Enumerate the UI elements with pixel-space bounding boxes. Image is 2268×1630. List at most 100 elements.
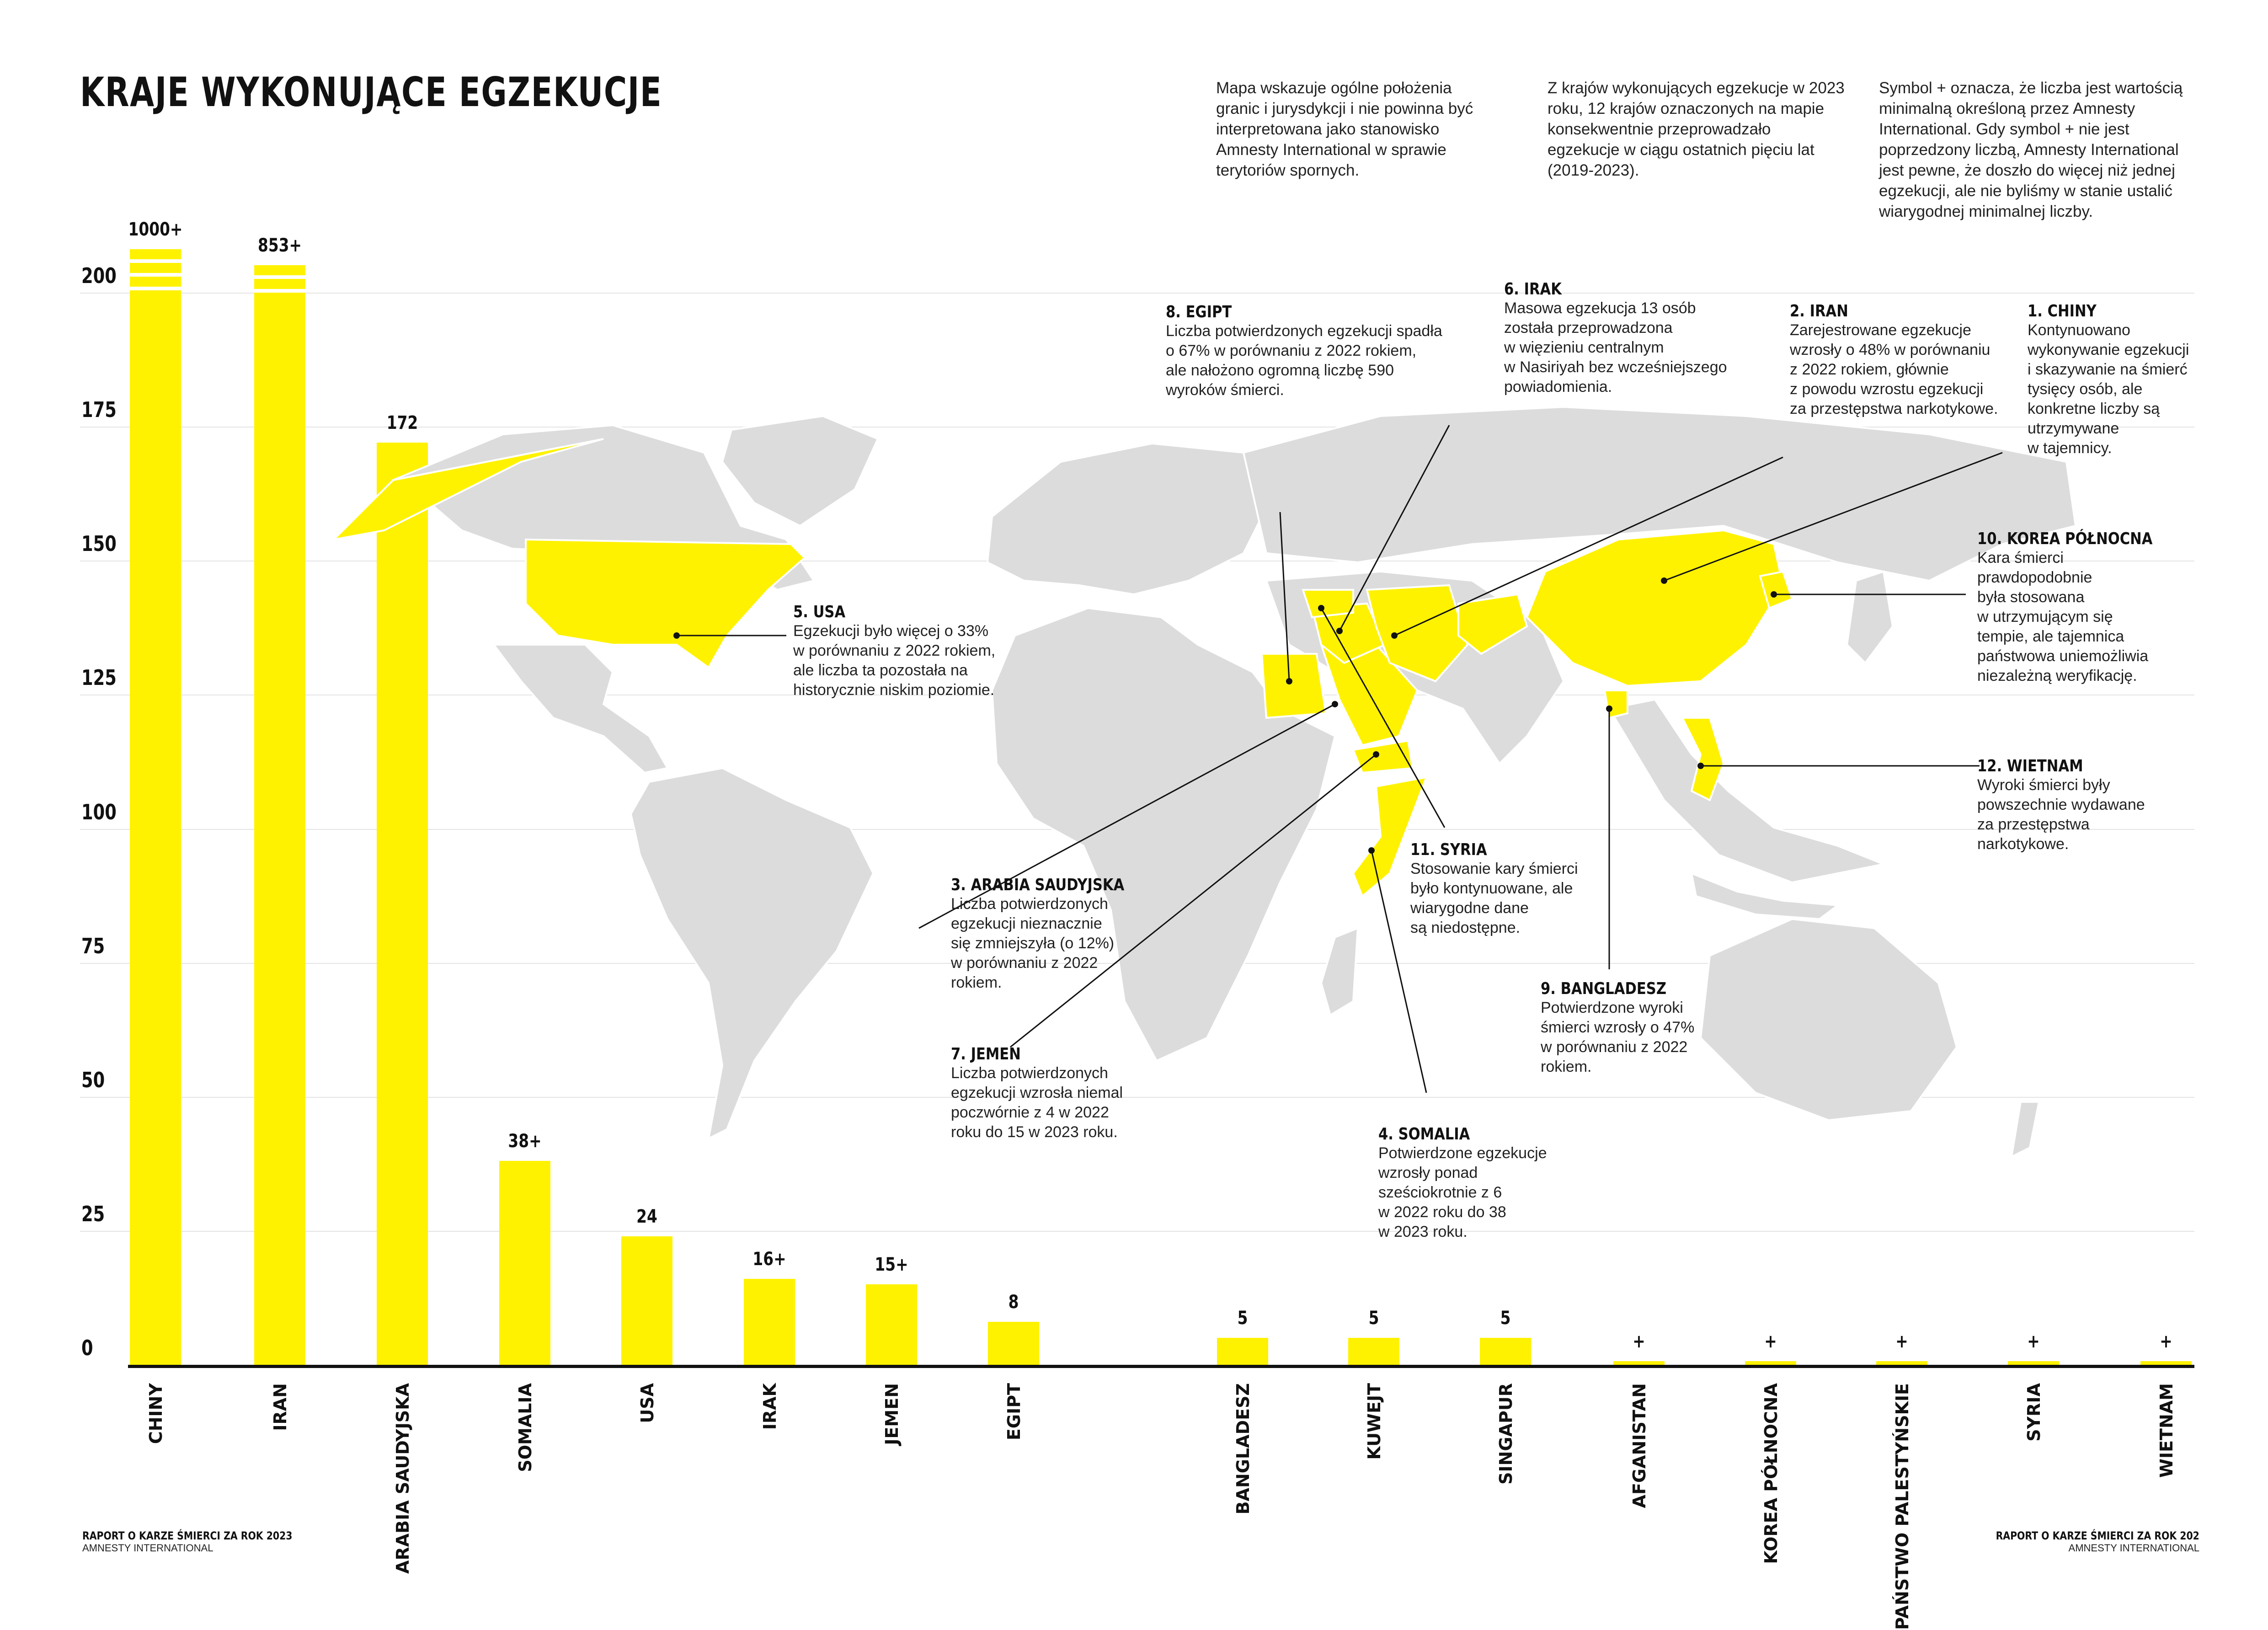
- axis-break-line: [254, 275, 305, 279]
- y-tick-label: 50: [81, 1067, 105, 1092]
- annotation-north-korea: 10. KOREA PÓŁNOCNA Kara śmierci prawdopo…: [1977, 529, 2215, 686]
- bar-kuwejt: [1348, 1338, 1399, 1365]
- consistent-executors-note: Z krajów wykonujących egzekucje w 2023 r…: [1548, 79, 1845, 179]
- dot-iraq: [1336, 628, 1343, 634]
- y-tick-label: 150: [81, 531, 117, 556]
- bar-value-label: 172: [386, 412, 418, 434]
- annotation-china-text: Kontynuowano wykonywanie egzekucji i ska…: [2028, 321, 2189, 457]
- map-vietnam: [1681, 717, 1725, 802]
- leader-iraq: [1339, 425, 1450, 631]
- bar-somalia: [499, 1161, 550, 1365]
- leader-iran: [1394, 456, 1783, 636]
- x-category-label: KUWEJT: [1364, 1383, 1384, 1460]
- bar-value-label: +: [1764, 1331, 1777, 1352]
- plus-symbol-note: Symbol + oznacza, że liczba jest wartośc…: [1879, 79, 2183, 220]
- annotation-saudi-arabia-text: Liczba potwierdzonych egzekucji nieznacz…: [951, 895, 1115, 991]
- annotation-north-korea-title: 10. KOREA PÓŁNOCNA: [1977, 529, 2153, 548]
- gridline: [80, 427, 2194, 428]
- dot-syria: [1318, 605, 1324, 611]
- annotation-bangladesh-title: 9. BANGLADESZ: [1541, 979, 1667, 998]
- leader-egypt: [1279, 512, 1290, 682]
- map-russia-asia: [1242, 406, 2077, 582]
- annotation-yemen-title: 7. JEMEN: [951, 1045, 1021, 1064]
- y-tick-label: 0: [81, 1336, 93, 1360]
- bar-value-label: 5: [1500, 1308, 1511, 1329]
- annotation-iran-text: Zarejestrowane egzekucje wzrosły o 48% w…: [1790, 321, 1998, 417]
- bar-value-label: 38+: [508, 1131, 542, 1152]
- annotation-yemen: 7. JEMEN Liczba potwierdzonych egzekucji…: [951, 1045, 1207, 1142]
- annotation-vietnam-text: Wyroki śmierci były powszechnie wydawane…: [1977, 776, 2145, 853]
- annotation-syria-title: 11. SYRIA: [1410, 840, 1487, 859]
- dot-north-korea: [1771, 591, 1777, 598]
- bar-iran: [254, 265, 305, 1365]
- map-afghanistan: [1457, 593, 1528, 655]
- world-map: [331, 406, 2077, 1159]
- axis-break-line: [130, 259, 181, 263]
- map-syria: [1302, 589, 1354, 619]
- annotation-somalia-text: Potwierdzone egzekucje wzrosły ponad sze…: [1378, 1144, 1547, 1240]
- y-tick-label: 175: [81, 397, 117, 422]
- x-axis-baseline: [128, 1365, 2194, 1368]
- footer-left: RAPORT O KARZE ŚMIERCI ZA ROK 2023 AMNES…: [82, 1529, 330, 1554]
- bar-syria: [2008, 1361, 2059, 1365]
- bar-value-label: +: [2027, 1331, 2040, 1352]
- dot-saudi-arabia: [1332, 701, 1338, 707]
- map-alaska: [331, 438, 604, 541]
- annotation-bangladesh-text: Potwierdzone wyroki śmierci wzrosły o 47…: [1541, 999, 1695, 1075]
- map-usa: [525, 538, 806, 669]
- dot-usa: [673, 632, 680, 639]
- bar-value-label: 5: [1368, 1308, 1379, 1329]
- bar-value-label: 1000+: [128, 219, 183, 240]
- annotation-saudi-arabia: 3. ARABIA SAUDYJSKA Liczba potwierdzonyc…: [951, 876, 1189, 993]
- map-south-america: [630, 767, 875, 1140]
- axis-break-line: [254, 289, 305, 293]
- annotation-iraq-title: 6. IRAK: [1504, 280, 1562, 299]
- x-category-label: IRAK: [760, 1383, 780, 1430]
- annotation-vietnam-title: 12. WIETNAM: [1977, 757, 2083, 775]
- annotation-china-title: 1. CHINY: [2028, 302, 2097, 321]
- bar-arabia-saudyjska: [377, 443, 428, 1365]
- annotation-iraq: 6. IRAK Masowa egzekucja 13 osób została…: [1504, 280, 1760, 397]
- x-category-label: AFGANISTAN: [1629, 1383, 1649, 1508]
- annotation-north-korea-text: Kara śmierci prawdopodobnie była stosowa…: [1977, 549, 2149, 684]
- footer-right-title: RAPORT O KARZE ŚMIERCI ZA ROK 202: [1996, 1529, 2199, 1542]
- bar-value-label: 853+: [258, 235, 302, 256]
- annotation-iraq-text: Masowa egzekucja 13 osób została przepro…: [1504, 299, 1727, 395]
- leader-saudi-arabia: [918, 703, 1335, 929]
- x-category-label: USA: [637, 1383, 657, 1423]
- x-category-label: SINGAPUR: [1496, 1383, 1516, 1485]
- annotation-china: 1. CHINY Kontynuowano wykonywanie egzeku…: [2028, 302, 2256, 458]
- bar-korea-północna: [1745, 1361, 1796, 1365]
- footer-right-subtitle: AMNESTY INTERNATIONAL: [2068, 1542, 2199, 1554]
- x-category-label: KOREA PÓŁNOCNA: [1761, 1383, 1781, 1564]
- y-tick-label: 125: [81, 665, 117, 690]
- bar-państwo-palestyńskie: [1876, 1361, 1927, 1365]
- bar-value-label: 24: [636, 1206, 657, 1227]
- map-bangladesh: [1603, 689, 1628, 719]
- x-category-label: EGIPT: [1004, 1383, 1024, 1441]
- x-category-label: CHINY: [146, 1383, 166, 1444]
- bar-value-label: 15+: [875, 1254, 908, 1276]
- map-australia: [1699, 918, 1958, 1122]
- map-new-zealand: [2010, 1101, 2040, 1159]
- map-iran: [1366, 584, 1469, 683]
- dot-somalia: [1368, 847, 1375, 854]
- x-category-label: WIETNAM: [2156, 1383, 2177, 1478]
- annotation-usa: 5. USA Egzekucji było więcej o 33% w por…: [793, 603, 1049, 700]
- map-africa: [991, 607, 1336, 1062]
- annotation-iran: 2. IRAN Zarejestrowane egzekucje wzrosły…: [1790, 302, 2028, 419]
- map-disclaimer-note: Mapa wskazuje ogólne położenia granic i …: [1216, 79, 1473, 179]
- leader-syria: [1320, 608, 1446, 828]
- map-greenland: [721, 415, 879, 527]
- x-category-label: SOMALIA: [515, 1383, 535, 1472]
- x-category-label: ARABIA SAUDYJSKA: [393, 1383, 413, 1574]
- bar-singapur: [1480, 1338, 1531, 1365]
- x-category-label: IRAN: [270, 1383, 290, 1431]
- bar-value-label: +: [2160, 1331, 2172, 1352]
- footer-right: RAPORT O KARZE ŚMIERCI ZA ROK 202 AMNEST…: [1960, 1529, 2199, 1554]
- bar-bangladesz: [1217, 1338, 1268, 1365]
- axis-break-line: [130, 273, 181, 277]
- bar-wietnam: [2140, 1361, 2192, 1365]
- leader-china: [1664, 452, 2003, 582]
